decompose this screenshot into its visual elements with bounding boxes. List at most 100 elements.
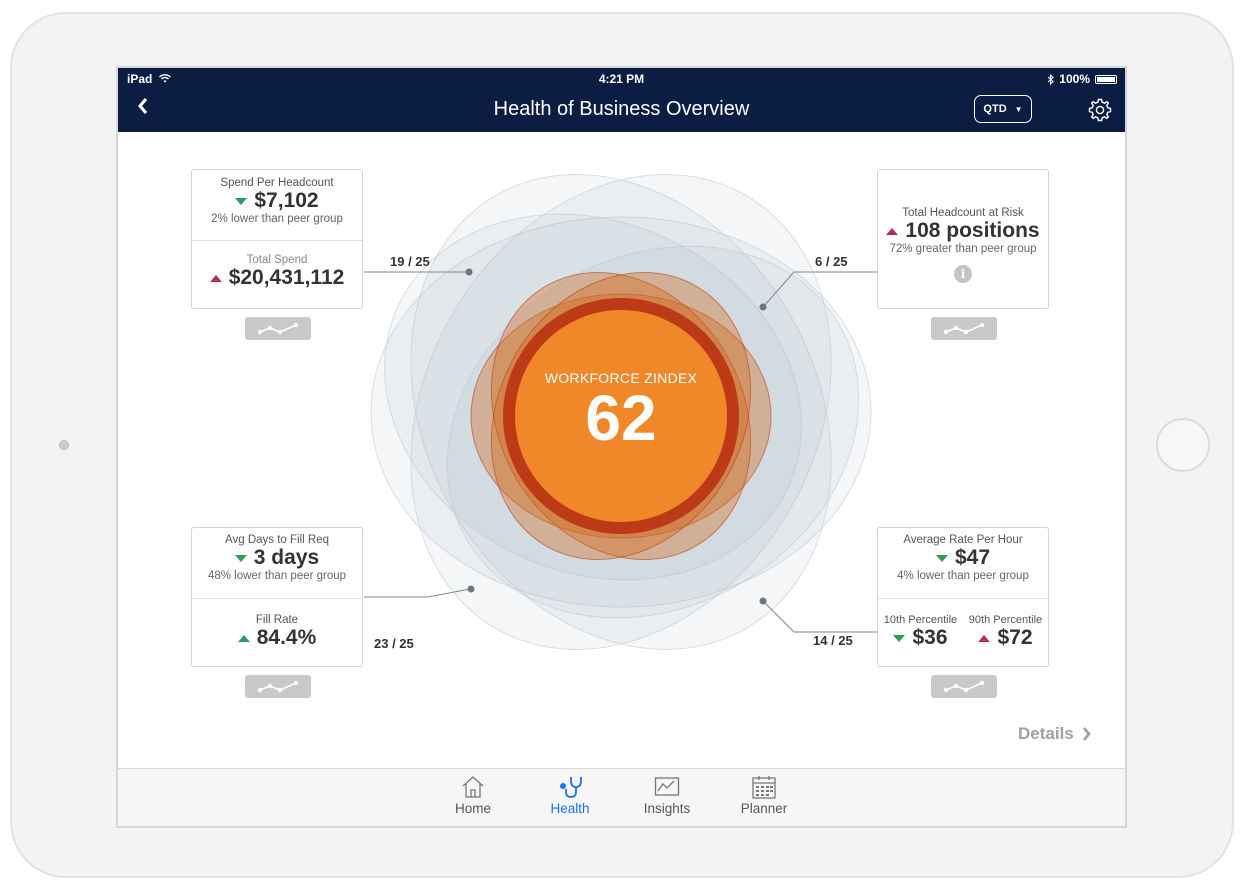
risk-trend-button[interactable] <box>931 317 997 340</box>
tab-health[interactable]: Health <box>530 775 610 816</box>
rate-trend-button[interactable] <box>931 675 997 698</box>
fill-score: 23 / 25 <box>374 636 414 651</box>
tab-planner[interactable]: Planner <box>724 775 804 816</box>
days-to-fill-section: Avg Days to Fill Req 3 days 48% lower th… <box>192 528 362 598</box>
fill-trend-button[interactable] <box>245 675 311 698</box>
spend-comparison: 2% lower than peer group <box>211 213 343 225</box>
total-spend-label: Total Spend <box>246 254 308 266</box>
days-to-fill-value-row: 3 days <box>192 546 362 570</box>
bluetooth-icon <box>1047 73 1055 85</box>
tab-bar: Home Health Insights <box>118 768 1125 826</box>
wifi-icon <box>158 74 171 83</box>
core-circle <box>515 310 727 522</box>
total-spend-value: $20,431,112 <box>228 266 345 289</box>
connector-fill <box>364 588 471 598</box>
spend-label: Spend Per Headcount <box>220 177 334 189</box>
caret-down-icon: ▼ <box>1014 104 1023 114</box>
status-battery: 100% <box>1047 72 1117 86</box>
trend-line-icon <box>944 680 984 692</box>
back-button[interactable] <box>138 94 148 120</box>
risk-card[interactable]: Total Headcount at Risk 108 positions 72… <box>877 169 1049 309</box>
risk-comparison: 72% greater than peer group <box>889 243 1037 255</box>
period-value: QTD <box>983 103 1007 115</box>
p90-value-row: $72 <box>969 626 1042 650</box>
page-title: Health of Business Overview <box>493 98 750 120</box>
avg-rate-value-row: $47 <box>878 546 1048 570</box>
period-dropdown[interactable]: QTD ▼ <box>974 95 1032 123</box>
p90-block: 90th Percentile $72 <box>969 614 1042 666</box>
score-dot <box>467 585 475 593</box>
trend-down-icon <box>234 554 247 562</box>
spend-value: $7,102 <box>254 189 319 212</box>
percentile-section: 10th Percentile $36 90th Percentile $72 <box>878 598 1048 666</box>
zindex-value: 62 <box>585 382 657 454</box>
days-to-fill-label: Avg Days to Fill Req <box>225 534 329 546</box>
risk-label: Total Headcount at Risk <box>902 207 1024 219</box>
p10-block: 10th Percentile $36 <box>884 614 957 666</box>
carrier-label: iPad <box>127 72 153 86</box>
hardware-home-button[interactable] <box>1156 418 1210 472</box>
score-dot <box>465 268 473 276</box>
avg-rate-value: $47 <box>954 546 991 569</box>
connector-rate <box>763 601 878 633</box>
spend-card[interactable]: Spend Per Headcount $7,102 2% lower than… <box>191 169 363 309</box>
app-screen: iPad 4:21 PM 100% Health of Business Ove… <box>116 66 1127 828</box>
tab-home-label: Home <box>454 801 491 816</box>
p10-value: $36 <box>912 626 948 649</box>
spend-score: 19 / 25 <box>390 254 430 269</box>
trend-line-icon <box>258 322 298 334</box>
chart-icon <box>654 777 680 796</box>
zindex-center[interactable]: WORKFORCE ZINDEX 62 <box>515 370 727 450</box>
fill-card[interactable]: Avg Days to Fill Req 3 days 48% lower th… <box>191 527 363 667</box>
trend-down-icon <box>893 634 906 642</box>
chevron-right-icon <box>1082 727 1091 741</box>
trend-down-icon <box>935 554 948 562</box>
total-spend-section: Total Spend $20,431,112 <box>192 240 362 308</box>
p10-value-row: $36 <box>884 626 957 650</box>
details-label: Details <box>1018 724 1074 743</box>
score-dot <box>759 597 767 605</box>
gear-icon[interactable] <box>1088 98 1112 122</box>
rate-card[interactable]: Average Rate Per Hour $47 4% lower than … <box>877 527 1049 667</box>
trend-down-icon <box>235 197 248 205</box>
info-icon[interactable]: i <box>954 265 972 283</box>
spend-section: Spend Per Headcount $7,102 2% lower than… <box>192 170 362 240</box>
p90-value: $72 <box>997 626 1033 649</box>
days-to-fill-value: 3 days <box>253 546 320 569</box>
tab-insights[interactable]: Insights <box>627 775 707 816</box>
details-link[interactable]: Details <box>1018 724 1091 744</box>
days-to-fill-comparison: 48% lower than peer group <box>207 570 347 582</box>
front-camera <box>59 440 69 450</box>
risk-score: 6 / 25 <box>815 254 848 269</box>
trend-line-icon <box>258 680 298 692</box>
spend-value-row: $7,102 <box>192 189 362 213</box>
score-dot <box>759 303 767 311</box>
trend-line-icon <box>944 322 984 334</box>
status-time: 4:21 PM <box>598 72 645 86</box>
total-spend-value-row: $20,431,112 <box>192 266 362 290</box>
home-icon <box>462 776 484 798</box>
spend-trend-button[interactable] <box>245 317 311 340</box>
health-overview: WORKFORCE ZINDEX 62 19 / 25 6 / 25 23 / … <box>118 132 1125 768</box>
trend-up-icon <box>978 634 991 642</box>
zindex-label: WORKFORCE ZINDEX <box>544 370 698 386</box>
risk-value: 108 positions <box>905 219 1040 242</box>
fill-rate-value-row: 84.4% <box>192 626 362 650</box>
stethoscope-icon <box>560 777 582 798</box>
navigation-bar: iPad 4:21 PM 100% Health of Business Ove… <box>118 68 1125 132</box>
tab-health-label: Health <box>550 801 590 816</box>
p90-label: 90th Percentile <box>968 614 1043 626</box>
risk-value-row: 108 positions <box>878 219 1048 243</box>
connector-risk <box>763 271 878 307</box>
fill-rate-section: Fill Rate 84.4% <box>192 598 362 666</box>
avg-rate-comparison: 4% lower than peer group <box>897 570 1029 582</box>
trend-up-icon <box>237 634 250 642</box>
chevron-left-icon <box>138 98 148 114</box>
avg-rate-label: Average Rate Per Hour <box>903 534 1023 546</box>
tab-home[interactable]: Home <box>433 775 513 816</box>
calendar-icon <box>752 776 776 799</box>
fill-rate-label: Fill Rate <box>255 614 299 626</box>
avg-rate-section: Average Rate Per Hour $47 4% lower than … <box>878 528 1048 598</box>
p10-label: 10th Percentile <box>883 614 958 626</box>
tab-insights-label: Insights <box>643 801 691 816</box>
